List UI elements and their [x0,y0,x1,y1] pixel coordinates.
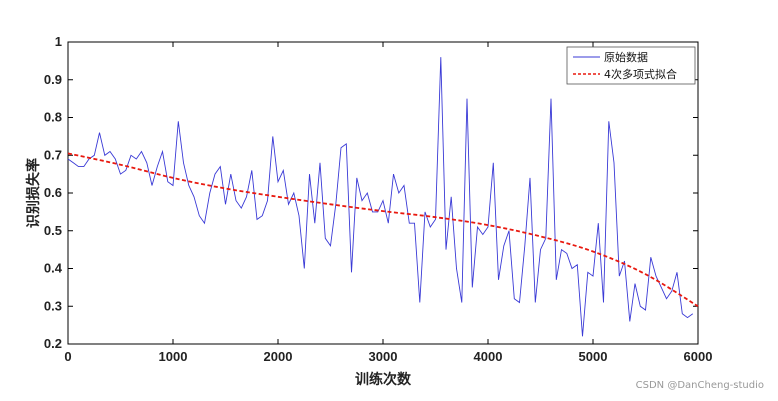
watermark: CSDN @DanCheng-studio [635,380,764,391]
x-tick-label: 4000 [474,349,503,364]
y-tick-label: 0.4 [44,261,63,276]
x-tick-label: 0 [64,349,71,364]
y-tick-label: 0.3 [44,298,62,313]
y-tick-label: 1 [55,34,62,49]
y-tick-label: 0.9 [44,72,62,87]
y-axis-label: 识别损失率 [25,158,42,228]
x-axis-label: 训练次数 [355,371,412,388]
y-axis-ticks: 0.2 0.3 0.4 0.5 0.6 0.7 0.8 0.9 1 [44,34,698,351]
x-tick-label: 2000 [264,349,293,364]
x-tick-label: 6000 [684,349,713,364]
legend-label-raw: 原始数据 [604,50,648,64]
series-layer [67,57,699,337]
y-tick-label: 0.2 [44,336,62,351]
legend-label-fit: 4次多项式拟合 [604,67,677,81]
y-tick-label: 0.6 [44,185,62,200]
legend: 原始数据 4次多项式拟合 [566,46,696,85]
y-tick-label: 0.5 [44,223,62,238]
series-line-raw [67,57,694,337]
x-axis-ticks: 0 1000 2000 3000 4000 5000 6000 [64,42,712,364]
x-tick-label: 1000 [159,349,188,364]
x-tick-label: 3000 [369,349,398,364]
series-line-fit [67,152,699,308]
legend-box [566,46,696,85]
y-tick-label: 0.8 [44,110,62,125]
x-tick-label: 5000 [579,349,608,364]
y-tick-label: 0.7 [44,147,62,162]
plot-frame [67,41,699,345]
